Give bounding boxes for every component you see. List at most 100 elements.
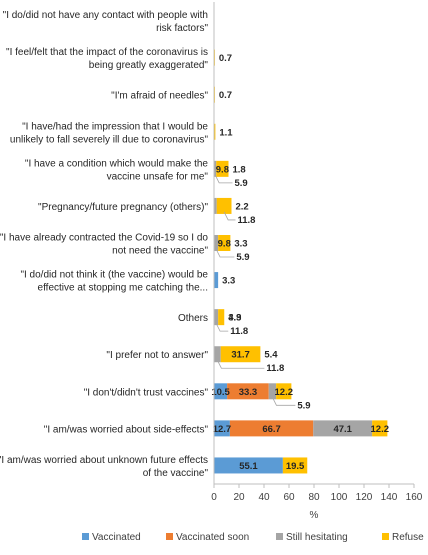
category-label: "I prefer not to answer" (106, 350, 208, 361)
category-label: "I don't/didn't trust vaccines" (84, 387, 209, 398)
callout-leader-line (223, 211, 236, 221)
data-label: 3.3 (222, 276, 235, 287)
category-label: "I'm afraid of needles" (111, 91, 208, 102)
category-label: "I have a condition which would make the (25, 158, 209, 169)
category-label: being greatly exaggerated" (89, 60, 209, 71)
data-label: 9.8 (216, 164, 229, 175)
bar-refuse (220, 346, 261, 363)
data-label: 10.5 (211, 387, 230, 398)
x-tick-label: 0 (211, 492, 217, 503)
category-label: effective at stopping me catching the... (38, 283, 208, 294)
bars-layer (214, 49, 388, 474)
data-label: 66.7 (262, 424, 281, 435)
data-label: 3.3 (228, 313, 241, 324)
data-label: 12.7 (213, 424, 232, 435)
x-tick-label: 40 (258, 492, 270, 503)
callout-leader-line (215, 248, 235, 258)
data-label: 5.4 (264, 350, 278, 361)
category-label: "Pregnancy/future pregnancy (others)" (38, 202, 208, 213)
data-label: 0.7 (219, 90, 232, 101)
bar-refuse (218, 235, 231, 251)
data-label: 5.9 (235, 178, 248, 189)
data-label: 5.9 (297, 400, 310, 411)
bar-still-hesitating (313, 420, 373, 437)
bar-still-hesitating (214, 346, 221, 363)
x-axis-title: % (310, 510, 319, 521)
legend-label-vaccinated: Vaccinated (92, 532, 141, 543)
category-label: "I feel/felt that the impact of the coro… (6, 47, 208, 58)
bar-vaccinated-soon (229, 420, 314, 437)
callouts-layer (214, 174, 296, 406)
x-tick-label: 140 (381, 492, 398, 503)
bar-still-hesitating (214, 309, 219, 326)
legend-swatch-vaccinated (82, 533, 89, 540)
legend-label-still-hesitating: Still hesitating (286, 532, 348, 543)
legend-swatch-refuse (382, 533, 389, 540)
bar-still-hesitating (214, 160, 217, 177)
bar-refuse (372, 420, 388, 437)
data-labels-layer: 0.70.71.11.89.85.92.211.83.39.85.93.33.3… (211, 53, 389, 472)
category-label: unlikely to fall severely ill due to cor… (10, 134, 209, 145)
data-label: 1.8 (233, 164, 246, 175)
data-label: 2.2 (236, 201, 249, 212)
category-label: "I do/did not have any contact with peop… (3, 10, 208, 21)
data-label: 11.8 (266, 363, 284, 374)
category-label: "I have/had the impression that I would … (22, 121, 208, 132)
category-label: not need the vaccine" (112, 246, 208, 257)
x-axis: % 0 20 40 60 80 100 120 140 160 (211, 2, 423, 521)
bar-refuse (216, 197, 232, 214)
bar-vaccinated (214, 420, 230, 437)
callout-leader-line (215, 322, 229, 332)
data-label: 55.1 (239, 461, 258, 472)
legend-swatch-vaccinated-soon (166, 533, 173, 540)
bar-vaccinated (214, 383, 228, 400)
category-label: "I have already contracted the Covid-19 … (0, 233, 208, 244)
callout-leader-line (214, 174, 233, 184)
callout-leader-line (272, 397, 296, 406)
bar-still-hesitating (214, 235, 219, 251)
category-label: vaccine unsafe for me" (107, 171, 209, 182)
category-label: "I am/was worried about unknown future e… (0, 455, 208, 466)
bar-still-hesitating (268, 383, 277, 400)
legend: Vaccinated Vaccinated soon Still hesitatin… (82, 532, 424, 543)
x-tick-label: 100 (331, 492, 348, 503)
x-tick-label: 120 (356, 492, 373, 503)
data-label: 11.8 (238, 215, 256, 226)
bar-refuse (282, 457, 308, 474)
data-label: 11.8 (230, 326, 248, 337)
bar-refuse (276, 383, 292, 400)
bar-refuse (218, 309, 225, 326)
data-label: 9.8 (218, 239, 231, 250)
callout-leader-line (217, 360, 265, 369)
legend-swatch-still-hesitating (276, 533, 283, 540)
legend-label-vaccinated-soon: Vaccinated soon (176, 532, 249, 543)
data-label: 4.9 (228, 313, 241, 324)
x-tick-label: 20 (233, 492, 245, 503)
bar-refuse (216, 160, 229, 177)
data-label: 31.7 (231, 350, 250, 361)
data-label: 19.5 (286, 461, 305, 472)
data-label: 33.3 (239, 387, 258, 398)
category-label: "I am/was worried about side-effects" (44, 424, 209, 435)
bar-still-hesitating (214, 197, 217, 214)
x-tick-label: 80 (308, 492, 320, 503)
data-label: 47.1 (333, 424, 352, 435)
data-label: 0.7 (219, 53, 232, 64)
data-label: 1.1 (219, 127, 233, 138)
x-tick-label: 60 (283, 492, 295, 503)
bar-refuse (214, 123, 216, 140)
category-label: of the vaccine" (143, 468, 209, 479)
bar-vaccinated (214, 272, 219, 289)
data-label: 5.9 (236, 252, 249, 263)
category-label: Others (178, 313, 208, 324)
category-label: risk factors" (156, 23, 208, 34)
legend-label-refuse: Refuse (392, 532, 424, 543)
category-label: "I do/did not think it (the vaccine) wou… (20, 270, 208, 281)
x-tick-label: 160 (406, 492, 423, 503)
bar-vaccinated-soon (227, 383, 269, 400)
data-label: 12.2 (275, 387, 294, 398)
data-label: 12.2 (371, 424, 390, 435)
bar-vaccinated (214, 457, 283, 474)
